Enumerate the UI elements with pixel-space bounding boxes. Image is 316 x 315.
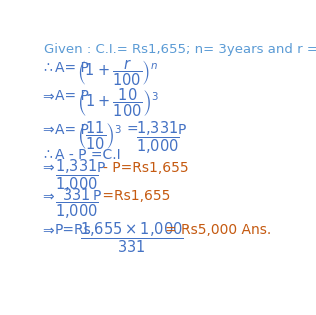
Text: - P=Rs1,655: - P=Rs1,655 [103, 161, 189, 175]
Text: ∴: ∴ [43, 61, 52, 75]
Text: $\dfrac{1{,}331}{1{,}000}$: $\dfrac{1{,}331}{1{,}000}$ [55, 158, 99, 194]
Text: ⇒: ⇒ [43, 161, 54, 175]
Text: P: P [97, 161, 105, 175]
Text: =: = [126, 123, 138, 136]
Text: $\dfrac{331}{1{,}000}$: $\dfrac{331}{1{,}000}$ [55, 186, 99, 221]
Text: $\dfrac{1{,}331}{1{,}000}$: $\dfrac{1{,}331}{1{,}000}$ [136, 119, 179, 156]
Text: ∴: ∴ [43, 148, 52, 162]
Text: ⇒: ⇒ [43, 223, 54, 238]
Text: A= P: A= P [55, 61, 89, 75]
Text: ⇒: ⇒ [43, 89, 54, 103]
Text: P: P [178, 123, 186, 136]
Text: = Rs5,000 Ans.: = Rs5,000 Ans. [165, 223, 271, 238]
Text: A= P: A= P [55, 89, 89, 103]
Text: A - P =C.I: A - P =C.I [55, 148, 121, 162]
Text: A= P: A= P [55, 123, 89, 136]
Text: Given : C.I.= Rs1,655; n= 3years and r = 10%: Given : C.I.= Rs1,655; n= 3years and r =… [44, 43, 316, 56]
Text: $\left(1+\dfrac{10}{100}\right)^{3}$: $\left(1+\dfrac{10}{100}\right)^{3}$ [77, 86, 159, 119]
Text: ⇒: ⇒ [43, 123, 54, 136]
Text: P: P [92, 190, 100, 203]
Text: $\left(\dfrac{11}{10}\right)^{3}$: $\left(\dfrac{11}{10}\right)^{3}$ [77, 119, 122, 152]
Text: =Rs1,655: =Rs1,655 [98, 190, 171, 203]
Text: P=Rs: P=Rs [55, 223, 92, 238]
Text: $\dfrac{1{,}655\times1{,}000}{331}$: $\dfrac{1{,}655\times1{,}000}{331}$ [80, 220, 184, 255]
Text: $\left(1+\dfrac{r}{100}\right)^{n}$: $\left(1+\dfrac{r}{100}\right)^{n}$ [77, 58, 158, 89]
Text: ⇒: ⇒ [43, 190, 54, 203]
